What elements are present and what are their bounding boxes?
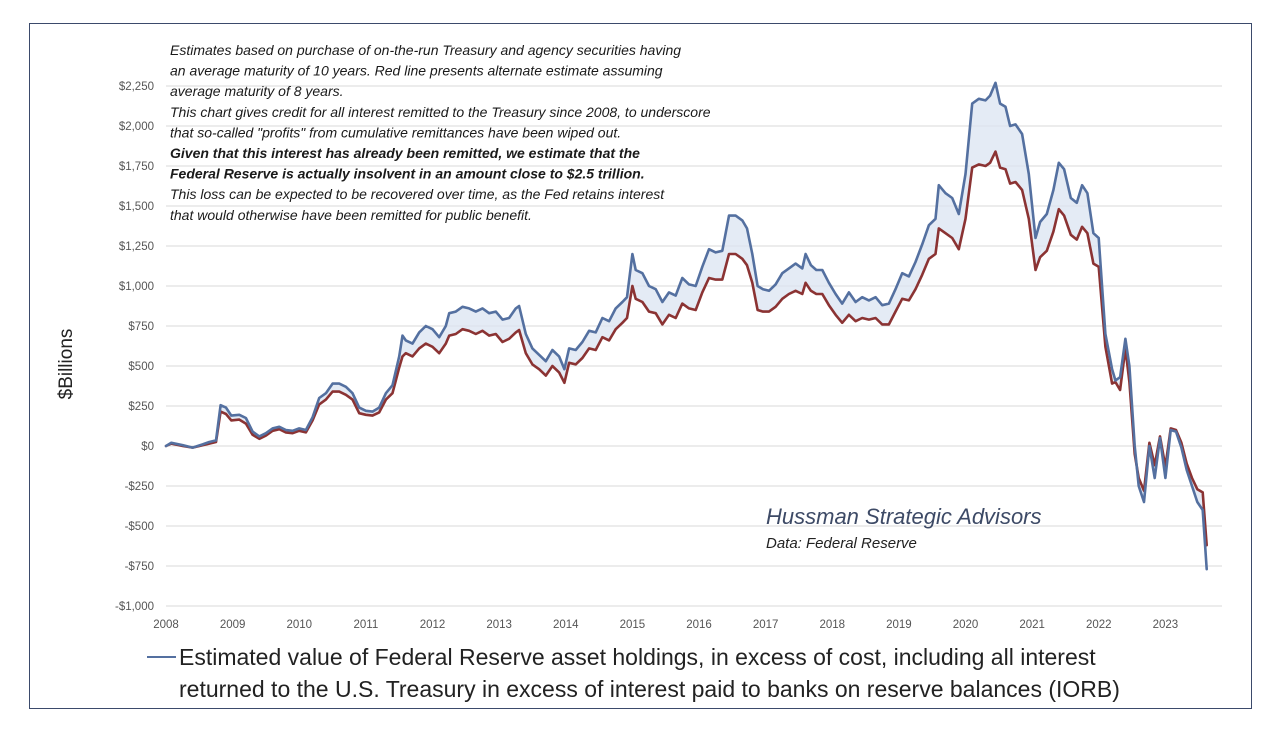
x-tick-label-11: 2019 <box>886 619 912 631</box>
x-tick-label-15: 2023 <box>1153 619 1179 631</box>
y-tick-label-11: -$500 <box>125 521 154 533</box>
y-tick-label-8: $250 <box>128 401 154 413</box>
x-tick-label-5: 2013 <box>486 619 512 631</box>
x-tick-label-14: 2022 <box>1086 619 1112 631</box>
x-tick-label-0: 2008 <box>153 619 179 631</box>
fed-valuation-chart: $2,250 $2,000 $1,750 $1,500 $1,250 $1,000 $750… <box>56 42 1222 702</box>
x-tick-label-9: 2017 <box>753 619 779 631</box>
y-tick-label-2: $1,750 <box>119 161 154 173</box>
x-tick-label-4: 2012 <box>420 619 446 631</box>
y-tick-label-9: $0 <box>141 441 154 453</box>
y-tick-label-3: $1,500 <box>119 201 154 213</box>
source-label: Data: Federal Reserve <box>766 535 917 552</box>
note-line-1: an average maturity of 10 years. Red lin… <box>170 63 663 79</box>
y-tick-label-7: $500 <box>128 361 154 373</box>
y-tick-label-12: -$750 <box>125 561 154 573</box>
y-tick-label-10: -$250 <box>125 481 154 493</box>
series-lines <box>164 81 1208 571</box>
series-line-10yr <box>164 81 1208 571</box>
note-line-8: that would otherwise have been remitted … <box>170 207 532 223</box>
note-line-3: This chart gives credit for all interest… <box>170 104 711 120</box>
x-tick-label-8: 2016 <box>686 619 712 631</box>
note-line-2: average maturity of 8 years. <box>170 83 344 99</box>
note-line-6: Federal Reserve is actually insolvent in… <box>170 166 645 182</box>
x-tick-label-12: 2020 <box>953 619 979 631</box>
x-axis-ticks: 2008 2009 2010 2011 2012 2013 2014 2015 2016 2017… <box>153 619 1178 631</box>
grid-lines <box>166 85 1222 607</box>
annotation-block: Estimates based on purchase of on-the-ru… <box>170 42 711 223</box>
brand-label: Hussman Strategic Advisors <box>766 504 1042 529</box>
legend-line-1: Estimated value of Federal Reserve asset… <box>179 644 1096 670</box>
x-tick-label-3: 2011 <box>354 619 379 631</box>
y-tick-label-1: $2,000 <box>119 121 154 133</box>
y-tick-label-5: $1,000 <box>119 281 154 293</box>
x-tick-label-1: 2009 <box>220 619 246 631</box>
series-gap-shading <box>166 82 1207 570</box>
x-tick-label-13: 2021 <box>1019 619 1045 631</box>
note-line-7: This loss can be expected to be recovere… <box>170 186 665 202</box>
y-tick-label-6: $750 <box>128 321 154 333</box>
x-tick-label-6: 2014 <box>553 619 579 631</box>
x-tick-label-2: 2010 <box>286 619 312 631</box>
x-tick-label-7: 2015 <box>620 619 646 631</box>
series-line-8yr <box>164 150 1208 547</box>
note-line-4: that so-called "profits" from cumulative… <box>170 124 621 140</box>
y-tick-label-4: $1,250 <box>119 241 154 253</box>
legend-line-2: returned to the U.S. Treasury in excess … <box>179 676 1120 702</box>
y-axis-ticks: $2,250 $2,000 $1,750 $1,500 $1,250 $1,000 $750… <box>115 81 154 613</box>
chart-frame: $2,250 $2,000 $1,750 $1,500 $1,250 $1,000 $750… <box>29 23 1252 709</box>
note-line-0: Estimates based on purchase of on-the-ru… <box>170 42 681 58</box>
note-line-5: Given that this interest has already bee… <box>170 145 640 161</box>
y-tick-label-13: -$1,000 <box>115 601 154 613</box>
x-tick-label-10: 2018 <box>819 619 845 631</box>
y-axis-label: $Billions <box>56 329 77 400</box>
y-tick-label-0: $2,250 <box>119 81 154 93</box>
